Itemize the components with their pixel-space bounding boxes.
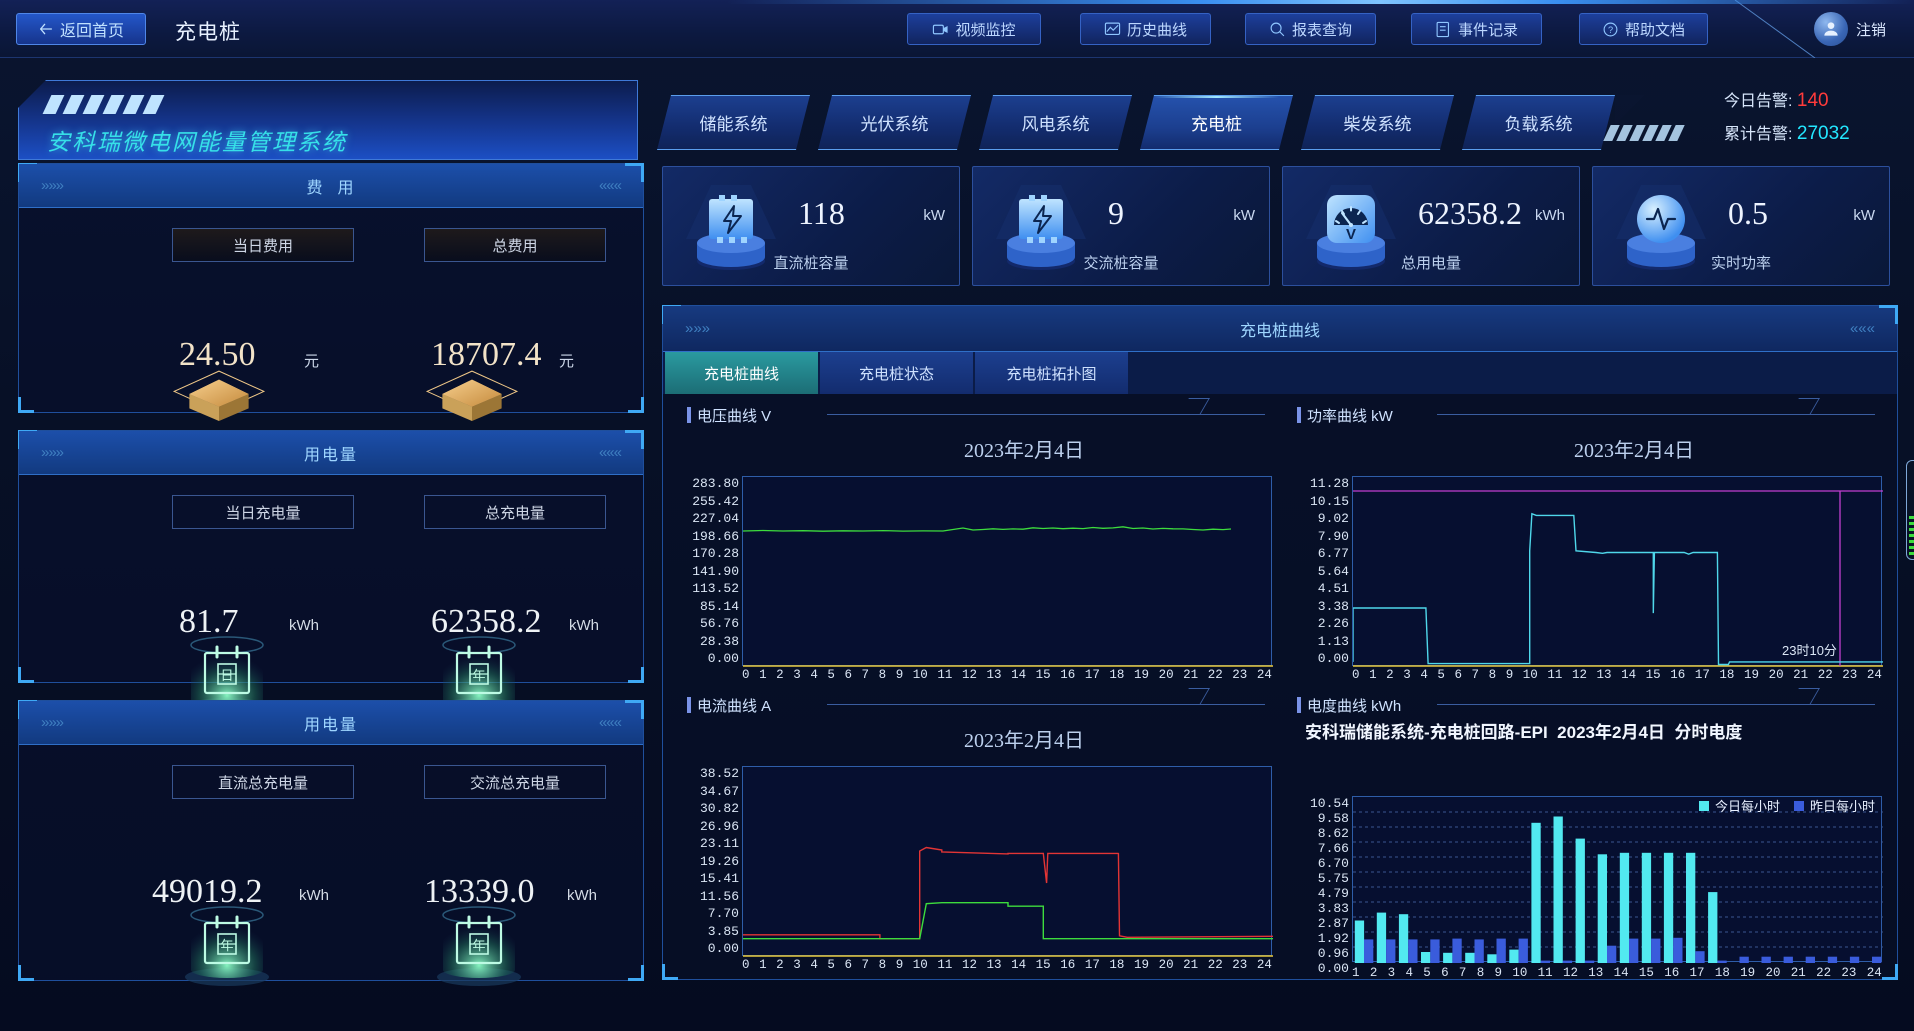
svg-text:年: 年 — [472, 665, 485, 684]
svg-text:V: V — [1346, 226, 1356, 243]
svg-text:?: ? — [1608, 25, 1613, 35]
svg-text:年: 年 — [220, 935, 233, 954]
svg-text:日: 日 — [220, 665, 233, 684]
svg-text:年: 年 — [472, 935, 485, 954]
